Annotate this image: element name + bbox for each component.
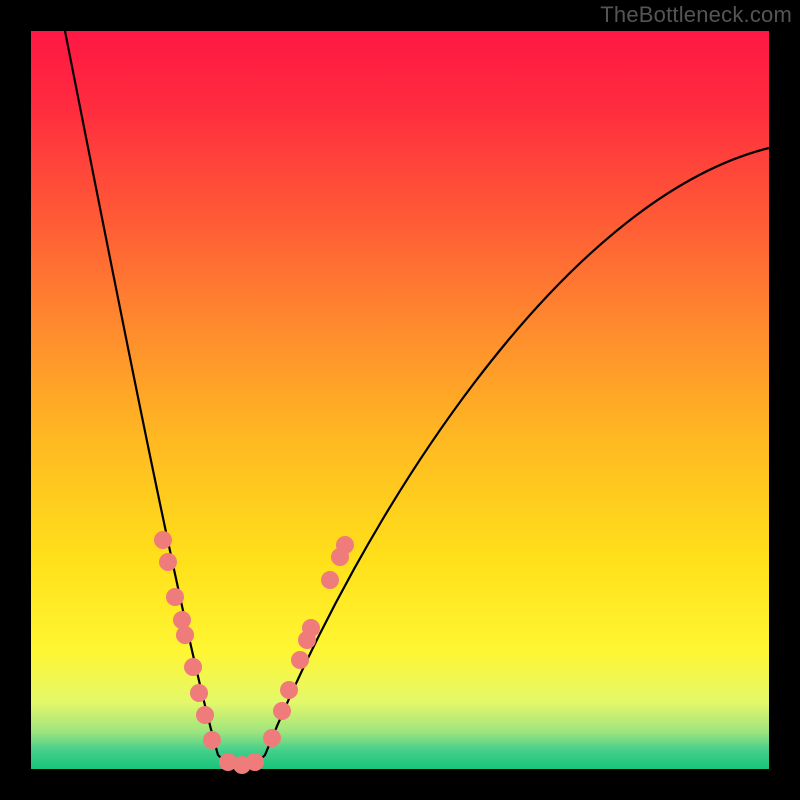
gradient-background <box>0 0 800 800</box>
chart-container: TheBottleneck.com <box>0 0 800 800</box>
attribution-label: TheBottleneck.com <box>600 2 792 28</box>
